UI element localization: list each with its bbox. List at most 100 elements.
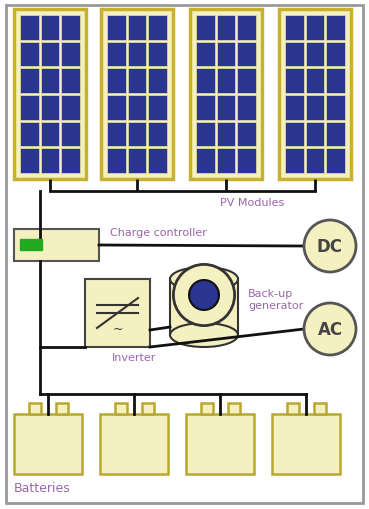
Circle shape — [304, 220, 356, 272]
Bar — [279, 10, 351, 180]
Text: Inverter: Inverter — [112, 352, 156, 362]
Text: DC: DC — [317, 238, 343, 256]
Bar — [217, 43, 235, 67]
Bar — [14, 414, 82, 474]
Bar — [326, 123, 345, 147]
Text: Charge controller: Charge controller — [110, 228, 207, 238]
Bar — [237, 16, 256, 41]
Bar — [41, 16, 59, 41]
Bar — [107, 16, 126, 41]
Bar — [61, 16, 80, 41]
Bar — [285, 16, 304, 41]
Bar — [306, 16, 324, 41]
Bar — [61, 43, 80, 67]
Bar — [306, 96, 324, 121]
Text: ~: ~ — [112, 322, 123, 335]
Bar — [326, 43, 345, 67]
Bar — [228, 404, 240, 414]
Bar — [20, 69, 39, 94]
Ellipse shape — [170, 267, 238, 292]
Bar — [142, 404, 154, 414]
Bar — [217, 123, 235, 147]
Bar — [217, 16, 235, 41]
Bar — [128, 16, 146, 41]
Bar — [107, 149, 126, 174]
Bar — [148, 16, 167, 41]
Bar — [20, 16, 39, 41]
Bar — [128, 43, 146, 67]
Bar — [196, 123, 215, 147]
Bar — [61, 123, 80, 147]
Bar — [237, 43, 256, 67]
Bar — [306, 69, 324, 94]
Ellipse shape — [170, 323, 238, 347]
Bar — [20, 123, 39, 147]
Bar — [326, 16, 345, 41]
Bar — [61, 96, 80, 121]
Bar — [196, 69, 215, 94]
Bar — [201, 404, 213, 414]
Bar — [107, 69, 126, 94]
Bar — [20, 43, 39, 67]
Bar — [107, 123, 126, 147]
Bar — [326, 149, 345, 174]
Bar — [41, 149, 59, 174]
Bar — [196, 96, 215, 121]
Bar — [306, 149, 324, 174]
Bar — [237, 69, 256, 94]
Bar — [326, 69, 345, 94]
Bar — [306, 43, 324, 67]
Bar — [20, 240, 42, 250]
Bar — [101, 10, 173, 180]
Bar — [61, 69, 80, 94]
Bar — [61, 149, 80, 174]
Bar — [326, 96, 345, 121]
Bar — [196, 16, 215, 41]
Bar — [41, 96, 59, 121]
Bar — [170, 279, 238, 335]
Bar — [285, 96, 304, 121]
Bar — [285, 123, 304, 147]
Circle shape — [173, 265, 235, 326]
Bar — [107, 96, 126, 121]
Text: Back-up
generator: Back-up generator — [248, 289, 303, 310]
Bar — [272, 414, 340, 474]
Text: AC: AC — [317, 320, 342, 338]
Bar — [148, 69, 167, 94]
Bar — [148, 96, 167, 121]
Circle shape — [189, 280, 219, 310]
Circle shape — [304, 303, 356, 355]
Bar — [217, 96, 235, 121]
Bar — [128, 149, 146, 174]
Bar — [56, 404, 68, 414]
Bar — [148, 43, 167, 67]
Bar — [41, 123, 59, 147]
Bar — [285, 149, 304, 174]
Bar — [196, 43, 215, 67]
Bar — [29, 404, 41, 414]
Bar — [41, 43, 59, 67]
Bar — [128, 96, 146, 121]
Bar — [128, 69, 146, 94]
Bar — [115, 404, 127, 414]
Bar — [41, 69, 59, 94]
Bar — [148, 149, 167, 174]
Bar — [237, 123, 256, 147]
Bar — [14, 230, 99, 262]
Bar — [186, 414, 254, 474]
Bar — [100, 414, 168, 474]
Bar — [237, 149, 256, 174]
Bar — [148, 123, 167, 147]
Bar — [190, 10, 262, 180]
Bar — [20, 96, 39, 121]
Text: PV Modules: PV Modules — [220, 197, 284, 208]
Bar — [196, 149, 215, 174]
Bar — [285, 43, 304, 67]
Bar — [14, 10, 86, 180]
Bar — [285, 69, 304, 94]
Bar — [20, 149, 39, 174]
Bar — [287, 404, 299, 414]
Bar — [306, 123, 324, 147]
Bar — [107, 43, 126, 67]
Bar — [217, 69, 235, 94]
